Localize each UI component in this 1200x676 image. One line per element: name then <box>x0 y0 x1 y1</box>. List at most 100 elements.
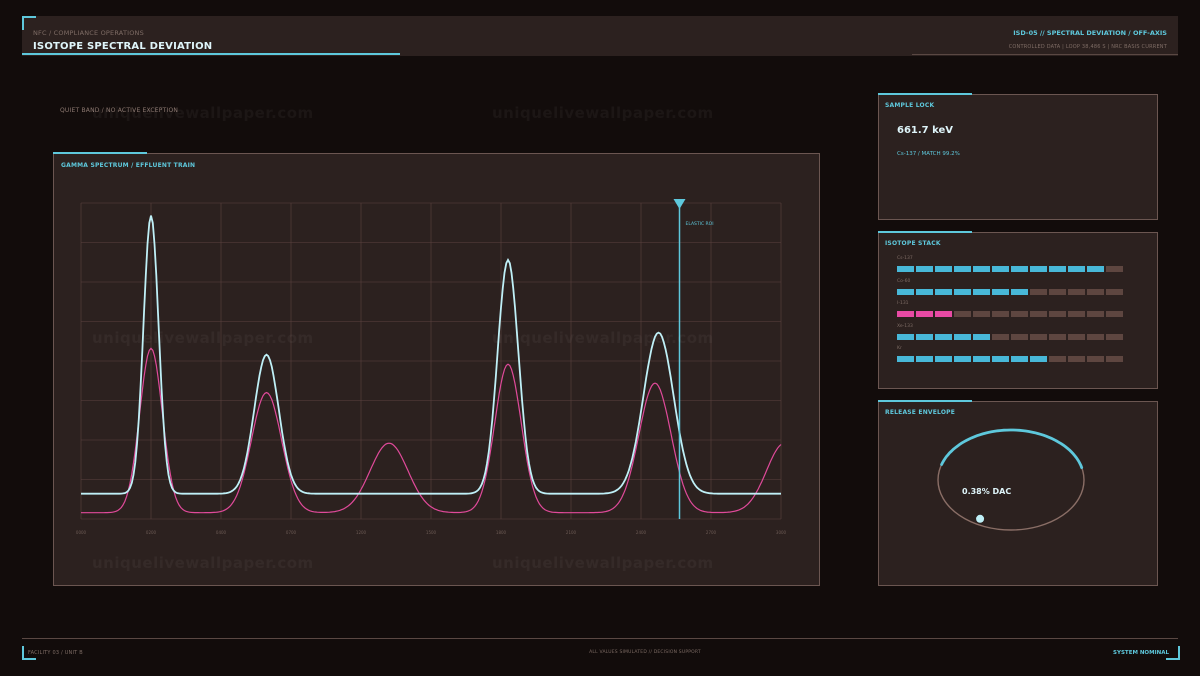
isotope-level-segment <box>1106 288 1123 295</box>
isotope-level-segment <box>916 333 933 340</box>
isotope-level-segment <box>1068 288 1085 295</box>
x-tick-label: 0000 <box>76 530 87 535</box>
sample-lock-title: SAMPLE LOCK <box>885 102 935 109</box>
isotope-level-segment <box>935 266 952 272</box>
footer-divider <box>22 638 1178 639</box>
isotope-level-segment <box>1087 333 1104 340</box>
isotope-level-segment <box>916 311 933 317</box>
x-tick-label: 1500 <box>426 530 437 535</box>
dac-readout: 0.38% DAC <box>962 487 1012 496</box>
header-accent-line <box>22 53 400 55</box>
watermark: uniquelivewallpaper.com <box>492 554 714 572</box>
isotope-label: I-131 <box>897 301 909 306</box>
isotope-level-segment <box>973 266 990 272</box>
x-tick-label: 0700 <box>286 530 297 535</box>
energy-readout: 661.7 keV <box>897 125 954 136</box>
isotope-level-segment <box>897 266 914 272</box>
watermark: uniquelivewallpaper.com <box>492 104 714 122</box>
isotope-level-segment <box>954 311 971 317</box>
isotope-level-segment <box>973 356 990 362</box>
watermark: uniquelivewallpaper.com <box>92 329 314 347</box>
isotope-level-segment <box>992 356 1009 362</box>
panel-accent-line <box>878 231 972 233</box>
isotope-level-segment <box>897 311 914 317</box>
x-tick-label: 2400 <box>636 530 647 535</box>
release-envelope-panel <box>878 401 1158 586</box>
isotope-level-segment <box>1049 333 1066 340</box>
footer-disclaimer: ALL VALUES SIMULATED // DECISION SUPPORT <box>589 650 701 655</box>
isotope-level-segment <box>954 356 971 362</box>
isotope-level-segment <box>1087 288 1104 295</box>
release-gauge <box>937 428 1085 531</box>
isotope-level-segment <box>1087 266 1104 272</box>
isotope-level-segment <box>1049 311 1066 317</box>
isotope-level-segment <box>954 288 971 295</box>
isotope-level-segment <box>1049 266 1066 272</box>
panel-accent-line <box>878 93 972 95</box>
isotope-level-segment <box>935 311 952 317</box>
isotope-label: Cs-137 <box>897 256 913 261</box>
isotope-match-readout: Cs-137 / MATCH 99.2% <box>897 151 960 157</box>
isotope-level-segment <box>897 333 914 340</box>
isotope-label: Kr <box>897 346 902 351</box>
header-bar <box>22 16 1178 56</box>
watermark: uniquelivewallpaper.com <box>492 329 714 347</box>
isotope-level-segment <box>1068 311 1085 317</box>
isotope-level-segment <box>1049 288 1066 295</box>
isotope-level-segment <box>1068 266 1085 272</box>
spectrum-panel-title: GAMMA SPECTRUM / EFFLUENT TRAIN <box>61 162 196 169</box>
isotope-level-segment <box>1068 356 1085 362</box>
isotope-level-segment <box>1087 356 1104 362</box>
isotope-level-segment <box>992 311 1009 317</box>
isotope-level-segment <box>954 266 971 272</box>
gauge-indicator-dot <box>976 514 985 523</box>
isotope-level-segment <box>916 356 933 362</box>
panel-accent-line <box>878 400 972 402</box>
gauge-fill <box>940 428 1084 469</box>
watermark: uniquelivewallpaper.com <box>92 554 314 572</box>
chart-marker: ELASTIC ROI <box>673 199 714 519</box>
isotope-level-segment <box>1011 356 1028 362</box>
release-envelope-title: RELEASE ENVELOPE <box>885 409 956 416</box>
isotope-level-segment <box>1011 288 1028 295</box>
isotope-label: Xe-133 <box>897 323 913 329</box>
header-divider-line <box>912 54 1178 55</box>
x-tick-label: 3000 <box>776 530 787 535</box>
footer-corner-bracket <box>1166 646 1180 660</box>
facility-label: FACILITY 03 / UNIT B <box>28 650 83 656</box>
header-meta: CONTROLLED DATA | LOOP 38,486 S | NRC BA… <box>1008 44 1167 50</box>
isotope-level-segment <box>916 266 933 272</box>
isotope-level-segment <box>1106 356 1123 362</box>
marker-label: ELASTIC ROI <box>686 221 714 227</box>
isotope-stack-panel <box>878 232 1158 389</box>
panel-accent-line <box>53 152 147 154</box>
header-module-id: ISD-05 // SPECTRAL DEVIATION / OFF-AXIS <box>1013 29 1167 37</box>
isotope-level-segment <box>1068 333 1085 340</box>
marker-triangle-icon <box>673 199 686 209</box>
spectrum-chart[interactable]: 0000 0200 0400 0700 1200 1500 1800 2100 2400 2700… <box>53 153 820 586</box>
isotope-level-segment <box>897 288 914 295</box>
isotope-level-segment <box>935 288 952 295</box>
watermark: uniquelivewallpaper.com <box>92 104 314 122</box>
isotope-label: Co-60 <box>897 278 911 284</box>
series-line-secondary <box>81 347 782 514</box>
isotope-stack-title: ISOTOPE STACK <box>885 240 941 247</box>
isotope-level-segment <box>1106 311 1123 317</box>
x-tick-label: 2700 <box>706 530 717 535</box>
spectrum-panel <box>53 153 820 586</box>
isotope-level-segment <box>1011 266 1028 272</box>
isotope-level-segment <box>973 288 990 295</box>
isotope-level-segment <box>973 311 990 317</box>
isotope-level-segment <box>1011 311 1028 317</box>
isotope-level-segment <box>1087 311 1104 317</box>
isotope-level-segment <box>1030 288 1047 295</box>
chart-grid <box>80 202 782 520</box>
isotope-level-segment <box>1030 311 1047 317</box>
page-title: ISOTOPE SPECTRAL DEVIATION <box>33 41 213 52</box>
x-tick-label: 0200 <box>146 530 157 535</box>
chart-series <box>81 215 782 514</box>
isotope-level-segment <box>1011 333 1028 340</box>
x-tick-label: 1200 <box>356 530 367 535</box>
isotope-level-segment <box>935 333 952 340</box>
isotope-level-segment <box>897 356 914 362</box>
